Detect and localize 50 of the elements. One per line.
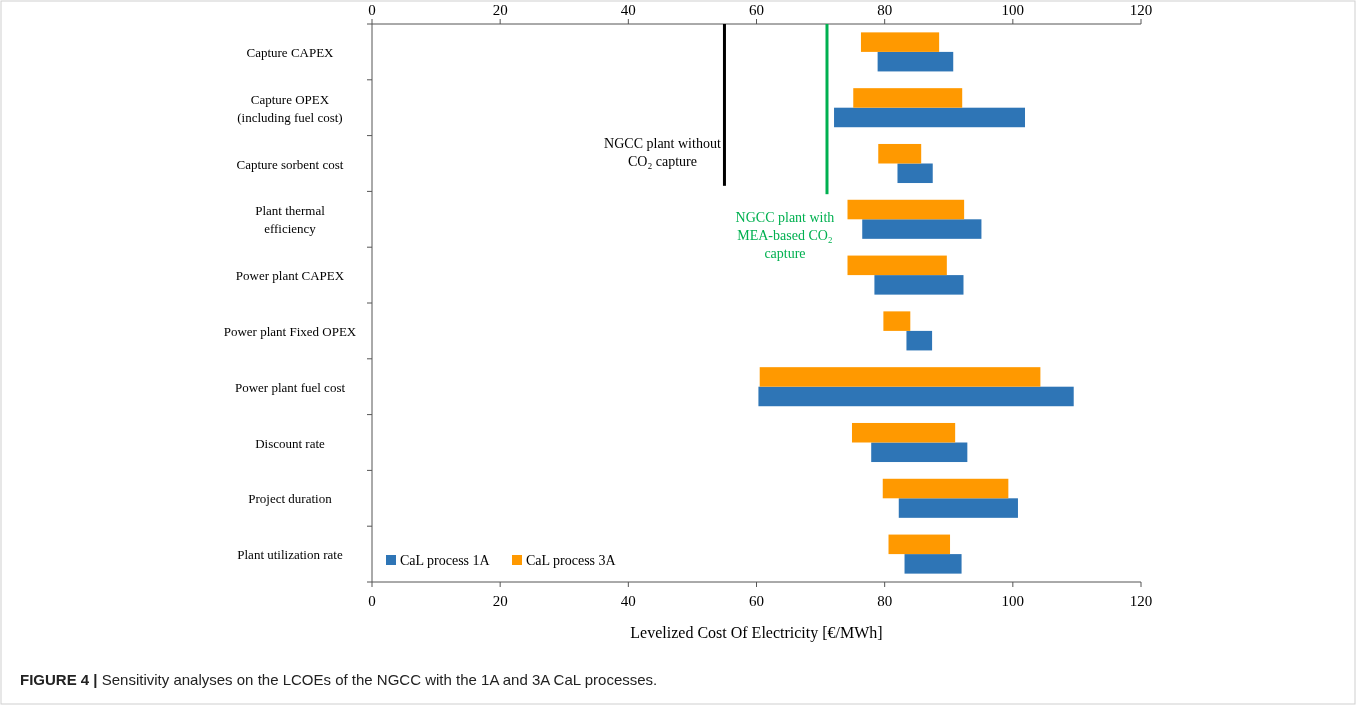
y-tick-label: Discount rate xyxy=(255,435,326,451)
ref-line-label: NGCC plant without CO₂ capture xyxy=(604,136,721,169)
bar xyxy=(878,143,922,164)
bar xyxy=(906,330,933,351)
bar xyxy=(883,311,911,331)
bar xyxy=(877,51,954,72)
x2-tick-label: 100 xyxy=(1001,593,1025,609)
bar xyxy=(871,442,968,463)
y-tick-label: Capture OPEX (including fuel cost) xyxy=(237,91,343,125)
ref-line-label: NGCC plant with MEA-based CO₂ capture xyxy=(735,210,835,261)
bar xyxy=(888,534,951,555)
legend-label: CaL process 1A xyxy=(400,553,491,568)
bar xyxy=(834,107,1026,128)
x-tick-label: 100 xyxy=(1001,2,1025,18)
caption: FIGURE 4 | Sensitivity analyses on the LCOEs of the NGCC with the 1A and 3A CaL processes. xyxy=(20,671,658,688)
x-tick-label: 40 xyxy=(620,2,636,18)
x-tick-label: 120 xyxy=(1129,2,1153,18)
y-tick-label: Plant utilization rate xyxy=(237,547,343,563)
y-tick-label: Capture CAPEX xyxy=(246,44,335,60)
x-tick-label: 0 xyxy=(368,2,376,18)
bar xyxy=(847,199,965,220)
x-tick-label: 80 xyxy=(877,2,893,18)
bar xyxy=(874,275,964,295)
bar xyxy=(847,255,947,276)
bar xyxy=(897,163,933,184)
y-tick-label: Power plant Fixed OPEX xyxy=(223,323,357,339)
legend-label: CaL process 3A xyxy=(526,553,617,568)
bar xyxy=(862,219,982,239)
bar xyxy=(758,386,1074,407)
y-tick-label: Power plant CAPEX xyxy=(235,268,345,284)
x2-tick-label: 20 xyxy=(492,593,508,609)
bar xyxy=(853,88,963,108)
x2-tick-label: 0 xyxy=(368,593,376,609)
x-tick-label: 20 xyxy=(492,2,508,18)
y-tick-label: Project duration xyxy=(248,491,333,507)
bar xyxy=(898,498,1018,518)
bar xyxy=(860,32,940,52)
bar xyxy=(759,367,1041,387)
x2-tick-label: 40 xyxy=(620,593,636,609)
x2-tick-label: 80 xyxy=(877,593,893,609)
y-tick-label: Plant thermal efficiency xyxy=(255,203,326,237)
bar xyxy=(882,478,1009,499)
x2-tick-label: 60 xyxy=(749,593,764,609)
x-axis-title: Levelized Cost Of Electricity [€/MWh] xyxy=(630,624,883,642)
bar xyxy=(851,422,956,443)
x-tick-label: 60 xyxy=(749,2,764,18)
bar xyxy=(904,554,962,574)
y-tick-label: Power plant fuel cost xyxy=(234,379,346,395)
y-tick-label: Capture sorbent cost xyxy=(236,156,344,172)
x2-tick-label: 120 xyxy=(1129,593,1153,609)
